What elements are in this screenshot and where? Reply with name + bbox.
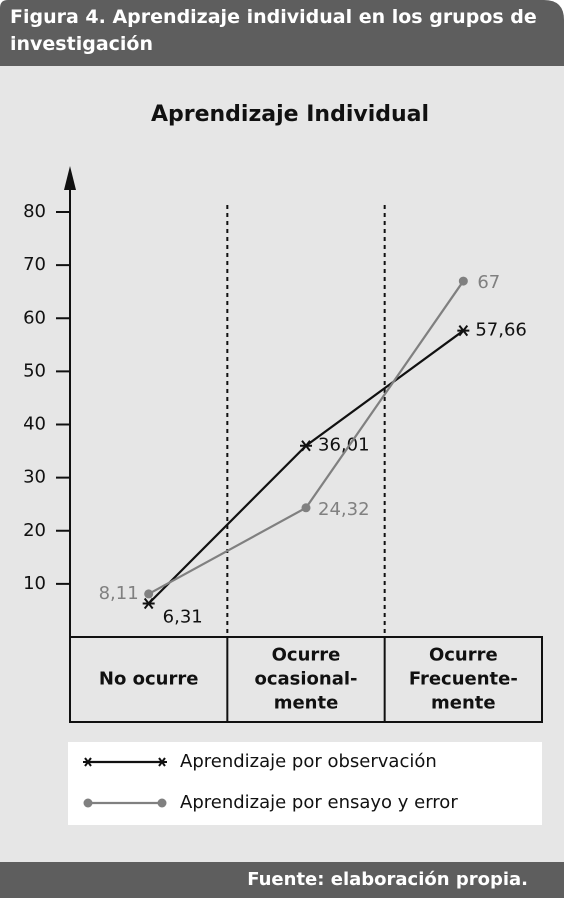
y-tick-label: 60 <box>23 307 46 328</box>
chart-title: Aprendizaje Individual <box>151 102 429 127</box>
y-tick-label: 80 <box>23 201 46 222</box>
legend-marker <box>83 798 93 808</box>
x-category-label: No ocurre <box>99 669 199 690</box>
legend-marker <box>157 757 167 767</box>
data-label: 36,01 <box>318 435 370 456</box>
caption-band <box>0 0 564 66</box>
data-point <box>458 276 468 286</box>
x-category-label: Ocurre Frecuente-mente <box>409 645 518 714</box>
data-label: 24,32 <box>318 499 370 520</box>
footer-band <box>0 862 564 898</box>
y-tick-label: 30 <box>23 467 46 488</box>
data-point <box>142 597 155 610</box>
caption-box: Figura 4. Aprendizaje individual en los … <box>10 6 537 55</box>
data-label: 8,11 <box>99 583 139 604</box>
y-tick-label: 70 <box>23 254 46 275</box>
legend-box <box>68 742 542 825</box>
category-table <box>69 636 543 723</box>
y-tick-label: 10 <box>23 573 46 594</box>
source-note: Fuente: elaboración propia. <box>247 869 528 890</box>
data-point <box>457 325 470 337</box>
data-label: 6,31 <box>163 606 203 627</box>
figure-caption: Figura 4. Aprendizaje individual en los … <box>10 6 537 55</box>
legend-label: Aprendizaje por ensayo y error <box>180 792 458 813</box>
x-category-label: Ocurre ocasional-mente <box>254 645 357 714</box>
y-axis-arrow <box>64 166 76 190</box>
data-point <box>144 589 154 599</box>
data-point <box>300 440 312 452</box>
y-tick-label: 40 <box>23 414 46 435</box>
legend-marker <box>83 757 93 767</box>
legend-marker <box>157 798 167 808</box>
data-label: 67 <box>477 272 500 293</box>
legend-label: Aprendizaje por observación <box>180 751 437 772</box>
data-label: 57,66 <box>475 320 527 341</box>
data-point <box>301 503 311 513</box>
y-tick-label: 20 <box>23 520 46 541</box>
y-tick-label: 50 <box>23 360 46 381</box>
